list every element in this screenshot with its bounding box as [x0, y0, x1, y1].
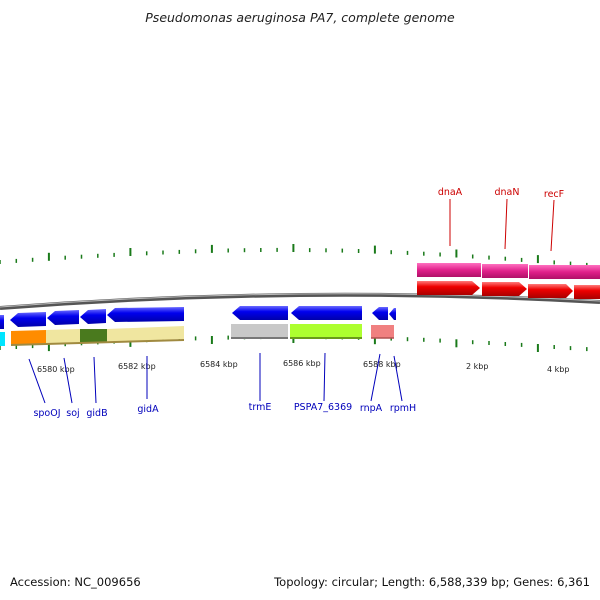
gene-spoOJ [10, 312, 46, 327]
genome-backbone [0, 292, 600, 310]
feature-band-green [290, 324, 362, 338]
feature-band-olive [80, 329, 107, 343]
gene-label-rpmH[interactable]: rpmH [390, 403, 416, 414]
feature-band-cyan [0, 332, 5, 346]
feature-band-dnaA [417, 263, 481, 277]
scale-label: 6584 kbp [200, 360, 238, 369]
scale-label: 6588 kbp [363, 360, 401, 369]
reverse-cds-band [0, 324, 394, 346]
forward-cds-band [417, 263, 600, 279]
feature-band-orange [11, 330, 46, 345]
gene-rpmH [389, 308, 396, 320]
scale-labels: 6580 kbp 6582 kbp 6584 kbp 6586 kbp 6588… [37, 359, 569, 374]
gene-partial-right [574, 285, 600, 299]
gene-rnpA [372, 307, 388, 320]
gene-dnaN [482, 282, 527, 296]
feature-band-grey [231, 324, 288, 338]
gene-trmE [232, 306, 288, 320]
scale-label: 6582 kbp [118, 362, 156, 371]
reverse-gene-callouts [28, 352, 403, 404]
topology-summary: Topology: circular; Length: 6,588,339 bp… [274, 575, 590, 589]
accession-text: Accession: NC_009656 [10, 575, 141, 589]
feature-band-recF [529, 265, 600, 279]
gene-label-rnpA[interactable]: rnpA [360, 403, 383, 414]
upper-tick-marks [0, 244, 588, 267]
feature-band-khaki-1 [46, 329, 80, 344]
forward-genes [417, 281, 600, 299]
gene-gidB [80, 309, 106, 324]
gene-label-gidB[interactable]: gidB [86, 408, 107, 419]
reverse-gene-labels: spoOJ soj gidB gidA trmE PSPA7_6369 rnpA… [33, 402, 416, 419]
forward-gene-labels: dnaA dnaN recF [438, 187, 564, 200]
gene-label-trmE[interactable]: trmE [249, 402, 272, 413]
gene-recF [528, 284, 573, 298]
gene-label-PSPA7_6369[interactable]: PSPA7_6369 [294, 402, 352, 413]
forward-gene-callouts [449, 198, 555, 252]
gene-label-dnaA[interactable]: dnaA [438, 187, 463, 198]
feature-band-khaki-2 [107, 326, 184, 342]
feature-band-salmon [371, 325, 394, 338]
scale-label: 6580 kbp [37, 365, 75, 374]
gene-label-gidA[interactable]: gidA [137, 404, 159, 415]
gene-label-dnaN[interactable]: dnaN [495, 187, 520, 198]
reverse-genes [0, 306, 396, 329]
scale-label: 2 kbp [466, 362, 488, 371]
gene-gidA [107, 307, 184, 322]
gene-label-spoOJ[interactable]: spoOJ [33, 408, 60, 419]
map-title: Pseudomonas aeruginosa PA7, complete gen… [145, 10, 455, 25]
gene-soj [47, 310, 79, 325]
feature-band-dnaN [482, 264, 528, 278]
scale-label: 6586 kbp [283, 359, 321, 368]
scale-label: 4 kbp [547, 365, 569, 374]
gene-label-soj[interactable]: soj [66, 408, 79, 419]
gene-PSPA7_6369 [291, 306, 362, 320]
gene-partial-left [0, 315, 4, 329]
gene-dnaA [417, 281, 480, 295]
gene-label-recF[interactable]: recF [544, 189, 564, 200]
